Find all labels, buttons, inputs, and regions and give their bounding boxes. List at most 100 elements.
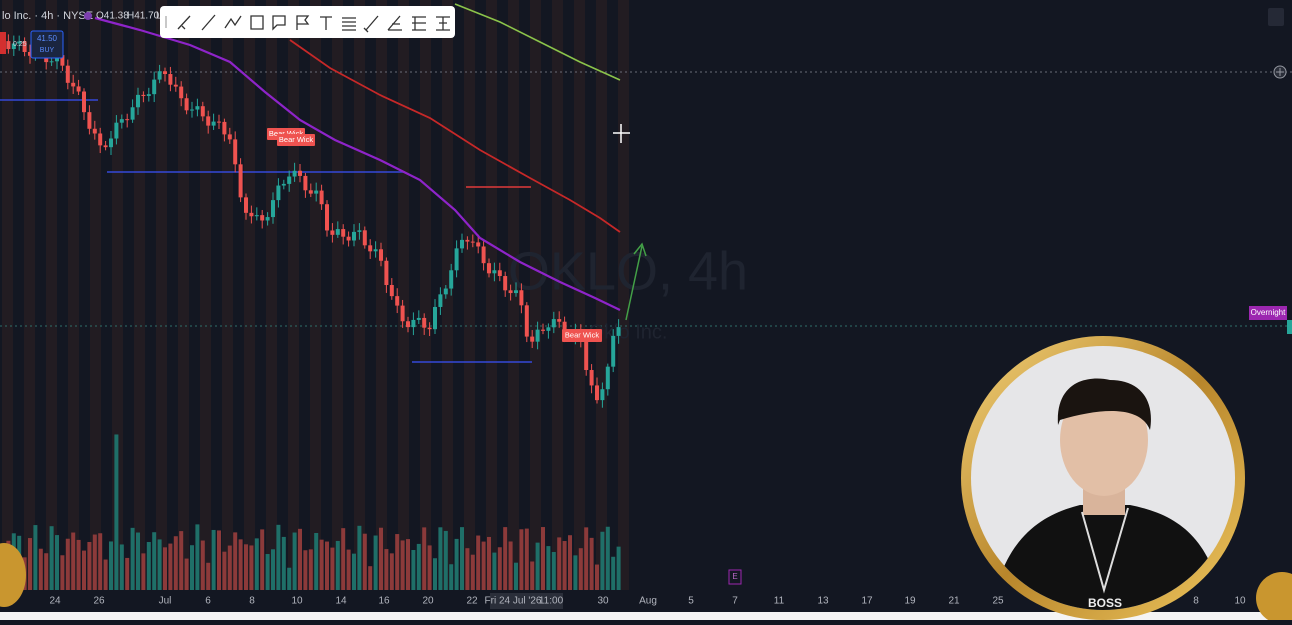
- volume-bar: [476, 535, 481, 590]
- tool-more[interactable]: [436, 16, 450, 31]
- candle-body: [335, 229, 340, 235]
- volume-bar: [605, 526, 610, 590]
- volume-bar: [449, 564, 454, 590]
- volume-bar: [141, 553, 146, 590]
- session-stripe: [288, 0, 299, 590]
- volume-bar: [109, 541, 113, 590]
- candle-body: [443, 288, 448, 295]
- x-axis-label: 8: [249, 596, 255, 607]
- volume-bar: [303, 550, 308, 590]
- candle-body: [497, 270, 502, 277]
- candle-body: [530, 336, 535, 342]
- volume-bar: [319, 539, 324, 590]
- session-stripe: [266, 0, 277, 590]
- tool-path[interactable]: [224, 15, 242, 29]
- coin-decoration: [0, 543, 26, 607]
- session-stripe: [244, 0, 255, 590]
- candle-body: [200, 106, 205, 117]
- volume-bar: [562, 541, 567, 590]
- session-stripe: [398, 0, 409, 590]
- panel-button[interactable]: [1268, 8, 1284, 26]
- candle-body: [281, 183, 286, 186]
- watermark-name: Oklo Inc.: [589, 321, 668, 343]
- candle-body: [357, 230, 362, 232]
- session-stripes: [2, 0, 629, 590]
- volume-bar: [411, 549, 416, 590]
- candle-body: [427, 327, 432, 330]
- shirt-text: BOSS: [1088, 596, 1122, 610]
- tool-gann[interactable]: [387, 15, 402, 31]
- volume-bar: [179, 531, 184, 590]
- session-stripe: [222, 0, 233, 590]
- candle-body: [341, 229, 346, 237]
- volume-bar: [487, 536, 491, 590]
- volume-bar: [206, 562, 211, 590]
- trend-arrow-head: [633, 242, 647, 257]
- annotation-box: [277, 134, 315, 146]
- session-stripe: [552, 0, 563, 590]
- candle-body: [368, 245, 373, 252]
- volume-bar: [163, 547, 167, 590]
- add-level-icon: [1276, 68, 1284, 76]
- candle-body: [287, 176, 292, 184]
- sell-button[interactable]: [0, 32, 6, 54]
- candles: [1, 34, 621, 408]
- candle-body: [541, 329, 545, 331]
- candle-body: [298, 170, 302, 176]
- session-stripe: [178, 0, 189, 590]
- session-stripe: [90, 0, 101, 590]
- volume-bar: [152, 532, 157, 590]
- buy-price: 41.50: [37, 34, 58, 43]
- tool-range[interactable]: [412, 16, 426, 31]
- earnings-box[interactable]: [728, 569, 742, 585]
- candle-body: [211, 121, 216, 126]
- person-shirt: [990, 505, 1225, 610]
- candle-body: [65, 65, 70, 83]
- volume-bar: [492, 552, 497, 590]
- buy-button[interactable]: [30, 30, 64, 59]
- x-axis-label: Jul: [159, 596, 172, 607]
- tool-callout[interactable]: [272, 15, 286, 31]
- volume-bar: [589, 537, 594, 590]
- candle-body: [195, 106, 200, 110]
- candle-body: [314, 190, 319, 194]
- tool-fib[interactable]: [342, 17, 356, 31]
- tool-text[interactable]: [320, 16, 332, 30]
- candle-body: [395, 296, 400, 306]
- candle-body: [411, 319, 416, 328]
- tool-flag[interactable]: [296, 15, 310, 30]
- buy-label: BUY: [40, 47, 55, 54]
- session-stripe: [68, 0, 79, 590]
- candle-body: [179, 86, 184, 99]
- volume-bar: [308, 549, 313, 590]
- candle-body: [611, 335, 616, 367]
- volume-bar: [33, 525, 38, 590]
- candle-body: [346, 236, 351, 241]
- volume-bar: [379, 527, 383, 590]
- volume-bar: [314, 532, 319, 590]
- volume-bar: [551, 551, 556, 590]
- candle-body: [114, 122, 119, 139]
- volume-bar: [514, 562, 518, 590]
- tool-rectangle[interactable]: [250, 15, 264, 30]
- candle-body: [249, 212, 254, 217]
- tool-brush[interactable]: [177, 15, 191, 30]
- candle-body: [130, 107, 135, 120]
- tool-measure[interactable]: [363, 15, 379, 33]
- volume-bar: [38, 548, 43, 590]
- person-chain: [1081, 507, 1129, 594]
- coin-decoration: [1256, 572, 1292, 624]
- volume-bar: [341, 528, 346, 590]
- candle-body: [551, 319, 556, 328]
- volume-bar: [600, 531, 605, 590]
- candle-body: [562, 321, 567, 335]
- tool-trendline[interactable]: [201, 14, 216, 31]
- candle-body: [460, 239, 464, 249]
- candle-body: [49, 61, 54, 63]
- x-axis-label: 16: [378, 596, 390, 607]
- volume-bar: [292, 532, 297, 590]
- session-stripe: [46, 0, 57, 590]
- candle-body: [330, 230, 335, 235]
- candle-body: [244, 197, 248, 213]
